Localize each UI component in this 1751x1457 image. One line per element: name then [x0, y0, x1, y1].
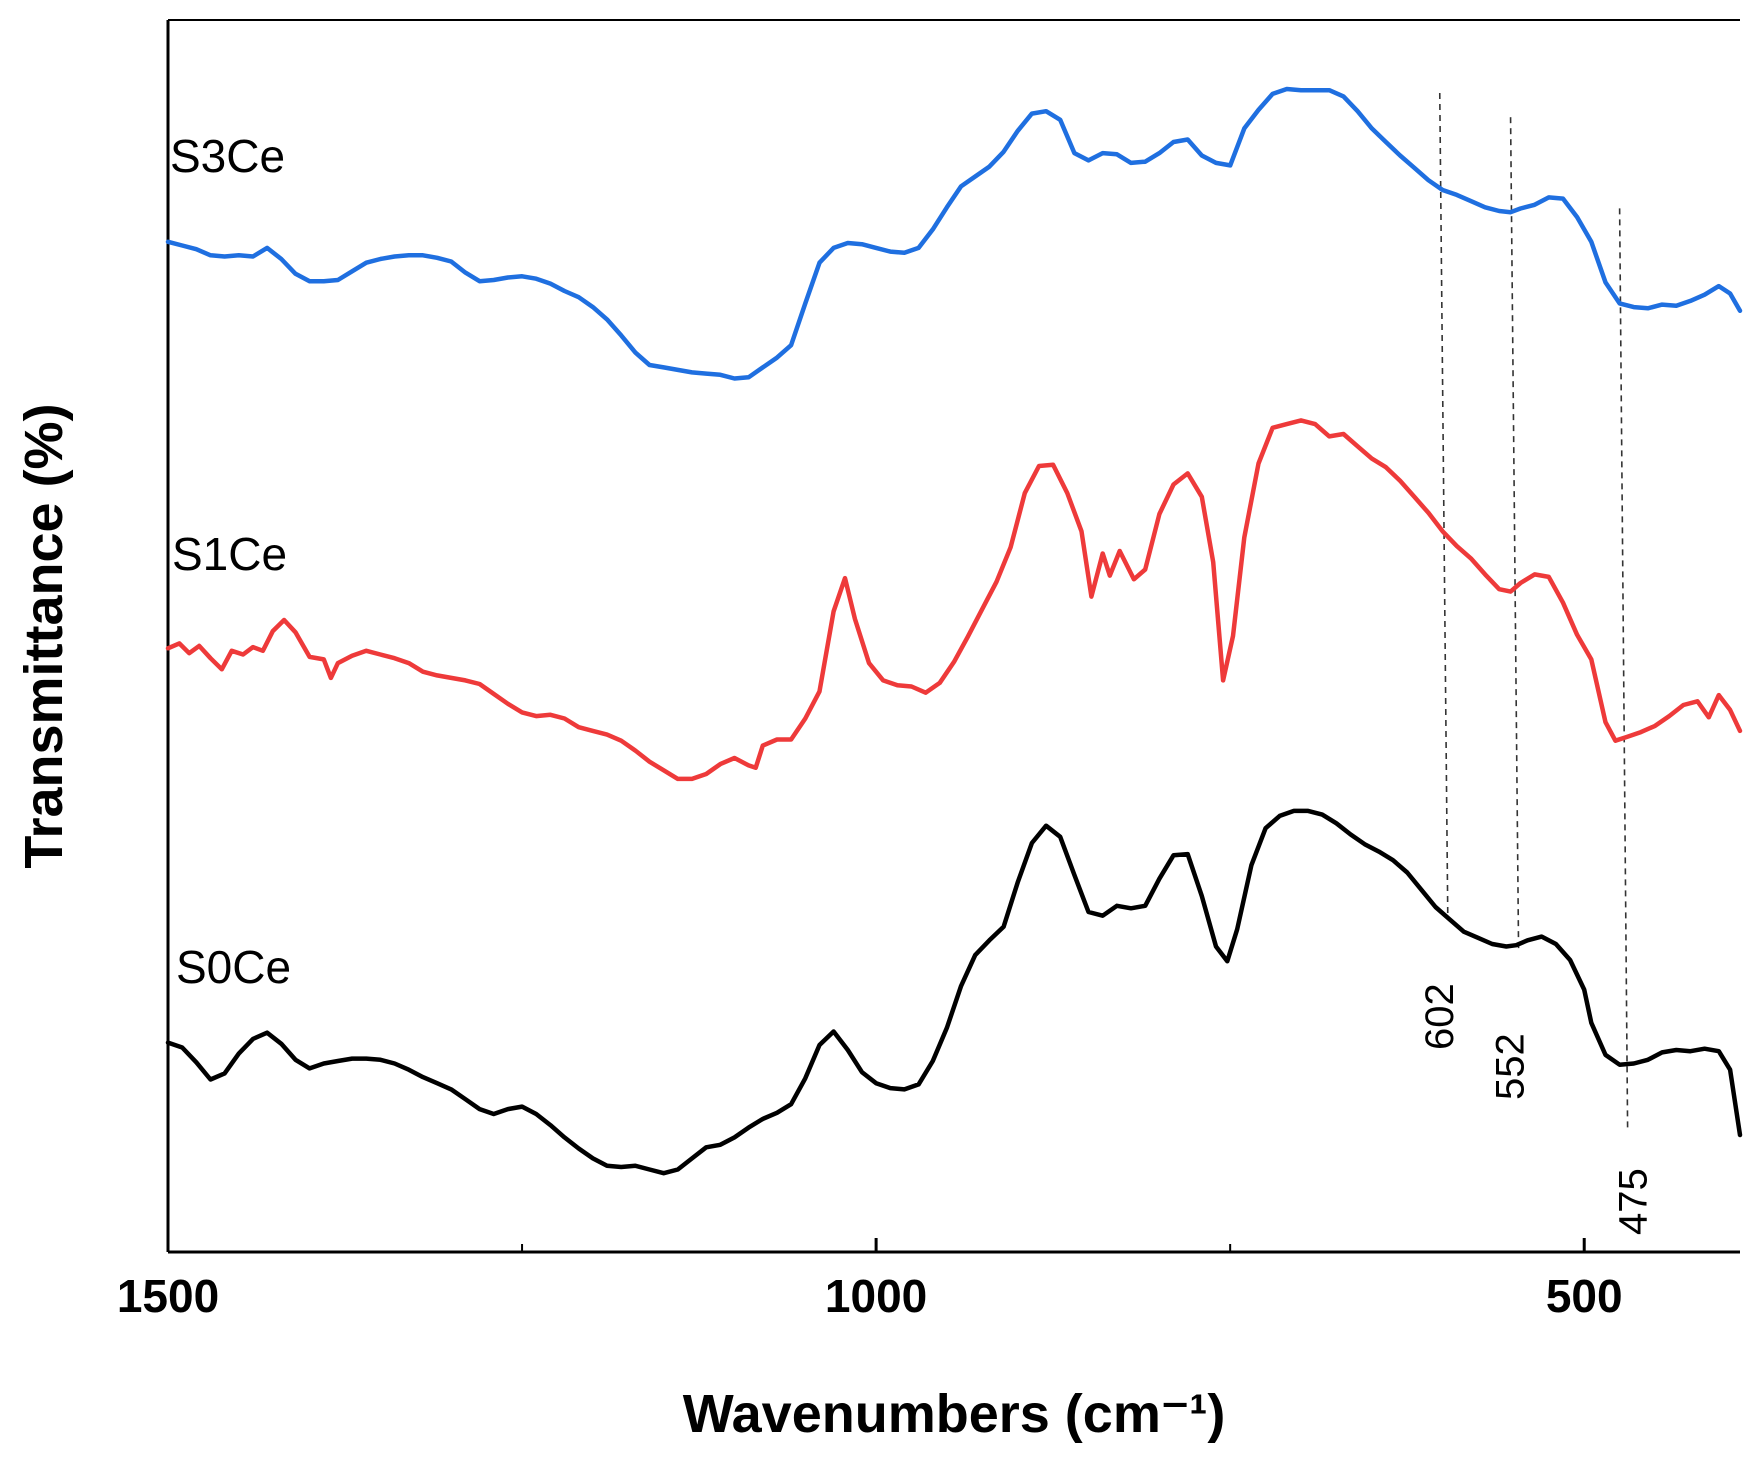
x-axis-title: Wavenumbers (cm⁻¹)	[683, 1384, 1226, 1444]
marker-line-475	[1618, 208, 1629, 1131]
series-curves	[165, 86, 1743, 1176]
y-axis-title: Transmittance (%)	[14, 403, 74, 868]
series-line-s1ce	[165, 418, 1743, 782]
x-ticks: 1500 1000 500	[117, 1238, 1623, 1322]
x-tick-label: 500	[1546, 1270, 1623, 1322]
marker-label-552: 552	[1489, 1033, 1533, 1100]
series-label-s0ce: S0Ce	[176, 941, 291, 993]
series-line-s0ce	[165, 808, 1743, 1176]
marker-lines: 602 552 475	[1418, 93, 1656, 1235]
marker-line-552	[1509, 117, 1520, 950]
marker-label-602: 602	[1418, 983, 1462, 1050]
marker-label-475: 475	[1612, 1168, 1656, 1235]
series-line-s3ce	[165, 86, 1743, 381]
marker-line-602	[1438, 93, 1449, 915]
x-tick-label: 1500	[117, 1270, 219, 1322]
x-tick-label: 1000	[825, 1270, 927, 1322]
series-label-s1ce: S1Ce	[172, 528, 287, 580]
series-label-s3ce: S3Ce	[170, 130, 285, 182]
